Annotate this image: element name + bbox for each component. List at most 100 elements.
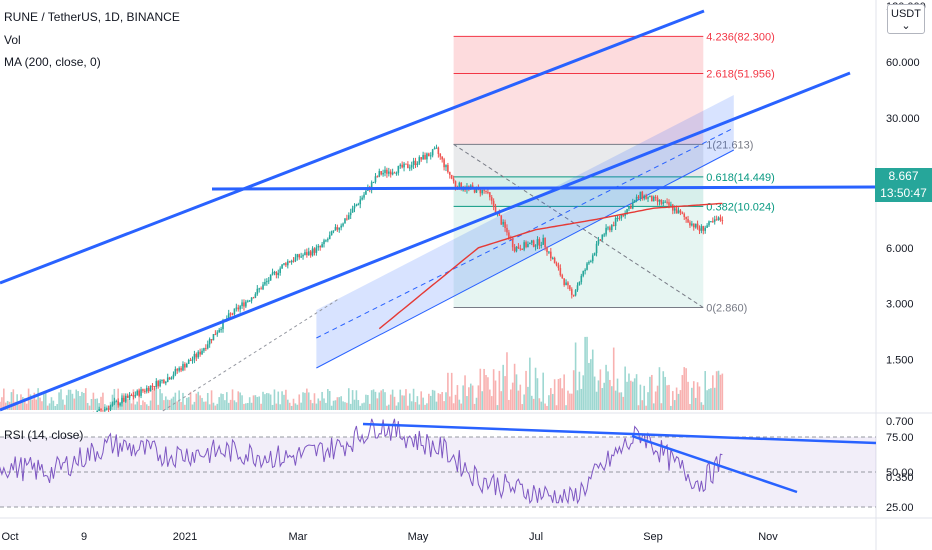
candle-body xyxy=(489,192,491,198)
candle-body xyxy=(104,408,106,411)
candle-body xyxy=(483,189,485,191)
candle-body xyxy=(706,225,708,228)
volume-bar xyxy=(702,404,705,410)
volume-bar xyxy=(37,388,39,410)
volume-bar xyxy=(212,402,215,410)
volume-bar xyxy=(652,403,655,410)
volume-bar xyxy=(662,371,665,410)
candle-body xyxy=(710,221,712,223)
candle-body xyxy=(428,153,430,157)
volume-bar xyxy=(75,389,78,410)
candle-body xyxy=(401,164,403,168)
price-tick-label: 0.350 xyxy=(886,472,914,484)
candle-body xyxy=(449,172,451,175)
candle-body xyxy=(124,395,127,402)
volume-bar xyxy=(492,369,495,410)
candle-body xyxy=(553,257,556,264)
candle-body xyxy=(530,240,533,243)
candle-body xyxy=(323,240,325,245)
volume-bar xyxy=(279,404,281,410)
time-tick-label: May xyxy=(408,531,429,543)
candle-body xyxy=(563,278,565,286)
candle-body xyxy=(590,261,592,263)
volume-bar xyxy=(332,400,335,410)
candle-body xyxy=(502,221,504,225)
candle-body xyxy=(407,164,409,168)
volume-bar xyxy=(273,389,276,410)
volume-bar xyxy=(313,393,316,410)
candle-body xyxy=(536,239,539,246)
candle-body xyxy=(347,215,350,219)
candle-body xyxy=(151,385,154,387)
candle-body xyxy=(239,306,241,310)
volume-bar xyxy=(269,394,272,410)
candle-body xyxy=(525,242,527,248)
volume-bar xyxy=(664,376,666,410)
rsi-line xyxy=(0,418,723,505)
time-axis[interactable]: Oct 9 2021 Mar May Jul Sep Nov xyxy=(1,531,778,543)
volume-bar xyxy=(140,405,142,410)
candle-body xyxy=(487,191,489,193)
volume-bar xyxy=(468,387,470,410)
trend-lines[interactable] xyxy=(0,9,876,412)
volume-bar xyxy=(39,397,41,410)
volume-bar xyxy=(323,398,325,410)
candle-body xyxy=(294,257,297,262)
volume-bar xyxy=(294,403,297,410)
volume-bar xyxy=(550,388,552,410)
time-tick-label: 2021 xyxy=(173,531,197,543)
candle-body xyxy=(521,249,524,251)
candle-body xyxy=(647,197,649,199)
candle-body xyxy=(591,255,594,262)
volume-bar xyxy=(130,403,133,410)
candle-body xyxy=(418,157,421,164)
candle-body xyxy=(588,261,590,264)
candle-body xyxy=(567,282,569,286)
candle-body xyxy=(504,221,506,228)
candle-body xyxy=(327,239,329,241)
volume-bar xyxy=(683,367,686,410)
candle-body xyxy=(332,230,335,232)
candle-body xyxy=(391,172,394,175)
candle-body xyxy=(689,222,691,226)
fibonacci-retracement[interactable]: 4.236(82.300) 2.618(51.956) 1(21.613) 0.618… xyxy=(453,31,775,315)
volume-bar xyxy=(267,393,270,410)
channel-mid-line xyxy=(316,127,735,339)
volume-bar xyxy=(119,403,121,410)
channel-fill xyxy=(316,95,734,368)
volume-bar xyxy=(363,402,365,410)
candle-body xyxy=(193,354,196,360)
candle-body xyxy=(494,207,497,214)
candle-body xyxy=(262,284,264,290)
candle-body xyxy=(384,169,386,173)
volume-bar xyxy=(281,391,283,410)
volume-bar xyxy=(563,374,565,410)
volume-bar xyxy=(355,390,358,410)
candle-body xyxy=(220,329,222,331)
candle-body xyxy=(576,285,579,291)
candle-body xyxy=(527,243,529,248)
volume-bar xyxy=(10,392,13,410)
volume-bar xyxy=(382,389,384,410)
currency-button[interactable]: USDT ⌄ xyxy=(887,4,925,34)
candle-body xyxy=(275,271,278,276)
volume-bar xyxy=(477,385,480,410)
volume-bar xyxy=(256,396,259,410)
volume-bar xyxy=(464,375,466,410)
rsi-legend: RSI (14, close) xyxy=(4,428,84,442)
candle-body xyxy=(717,217,720,221)
candle-body xyxy=(252,297,255,299)
candle-body xyxy=(100,408,102,411)
volume-bar xyxy=(245,403,247,410)
candle-body xyxy=(267,280,270,282)
volume-bar xyxy=(694,397,697,410)
candle-body xyxy=(654,196,657,198)
volume-bar xyxy=(359,405,362,410)
volume-bar xyxy=(187,397,190,410)
volume-bar xyxy=(288,402,291,410)
fib-level-label: 4.236(82.300) xyxy=(706,31,775,43)
volume-bar xyxy=(292,398,295,410)
candle-body xyxy=(386,169,388,174)
candle-body xyxy=(574,290,577,296)
